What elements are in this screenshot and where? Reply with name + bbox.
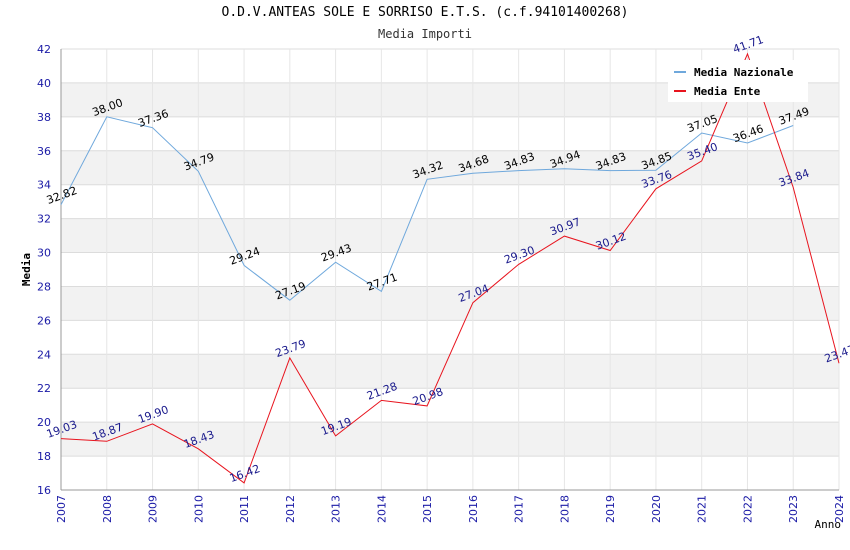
x-tick-label: 2017 xyxy=(513,495,526,523)
chart-title: O.D.V.ANTEAS SOLE E SORRISO E.T.S. (c.f.… xyxy=(221,5,629,20)
x-tick-label: 2024 xyxy=(833,495,846,523)
x-tick-label: 2023 xyxy=(787,495,800,523)
y-tick-label: 32 xyxy=(37,213,51,226)
x-tick-label: 2011 xyxy=(238,495,251,523)
y-tick-label: 24 xyxy=(37,348,51,361)
grid-band xyxy=(61,354,839,389)
x-tick-label: 2009 xyxy=(147,495,160,523)
x-tick-label: 2021 xyxy=(696,495,709,523)
y-tick-label: 38 xyxy=(37,111,51,124)
y-tick-label: 28 xyxy=(37,280,51,293)
x-tick-label: 2010 xyxy=(192,495,205,523)
x-tick-label: 2014 xyxy=(375,495,388,523)
x-tick-label: 2019 xyxy=(604,495,617,523)
x-tick-label: 2018 xyxy=(558,495,571,523)
x-tick-label: 2007 xyxy=(55,495,68,523)
y-tick-label: 18 xyxy=(37,450,51,463)
y-tick-label: 30 xyxy=(37,247,51,260)
y-tick-label: 22 xyxy=(37,382,51,395)
y-tick-label: 20 xyxy=(37,416,51,429)
y-tick-label: 34 xyxy=(37,179,51,192)
legend-entry: Media Nazionale xyxy=(694,66,794,79)
data-label: 23.47 xyxy=(823,343,850,366)
x-tick-label: 2015 xyxy=(421,495,434,523)
y-axis-title: Media xyxy=(20,253,33,286)
y-tick-label: 16 xyxy=(37,484,51,497)
legend-box xyxy=(668,60,808,102)
x-tick-label: 2008 xyxy=(101,495,114,523)
y-tick-label: 40 xyxy=(37,77,51,90)
grid-band xyxy=(61,422,839,457)
series-line-media-nazionale xyxy=(60,116,794,301)
legend-entry: Media Ente xyxy=(694,85,761,98)
y-tick-label: 36 xyxy=(37,145,51,158)
y-tick-label: 26 xyxy=(37,314,51,327)
x-axis-title: Anno xyxy=(815,518,842,531)
x-tick-label: 2022 xyxy=(741,495,754,523)
x-tick-label: 2012 xyxy=(284,495,297,523)
x-tick-label: 2013 xyxy=(330,495,343,523)
chart-subtitle: Media Importi xyxy=(378,27,472,41)
series-line-media-ente xyxy=(60,52,840,484)
grid-band xyxy=(61,218,839,253)
data-label: 36.46 xyxy=(731,122,765,145)
y-tick-label: 42 xyxy=(37,43,51,56)
grid-band xyxy=(61,150,839,185)
data-label: 41.71 xyxy=(731,33,765,56)
grid-band xyxy=(61,286,839,321)
x-tick-label: 2020 xyxy=(650,495,663,523)
x-tick-label: 2016 xyxy=(467,495,480,523)
